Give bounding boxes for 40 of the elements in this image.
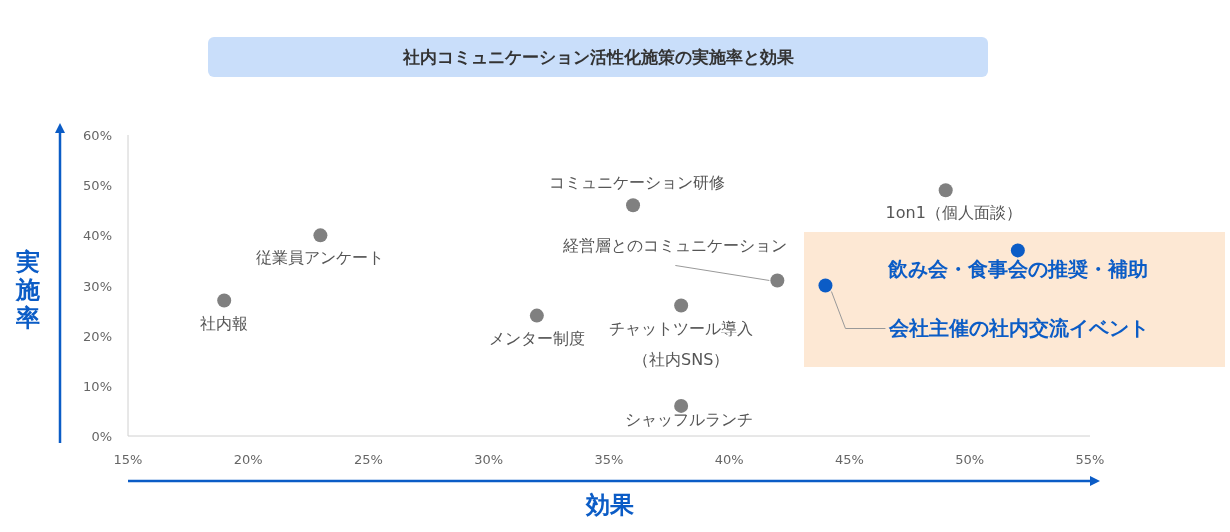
x-tick-label: 50% (955, 452, 985, 467)
annotation: コミュニケーション研修 (549, 173, 726, 193)
point (1010, 243, 1025, 258)
annotation: 経営層とのコミュニケーション (562, 236, 788, 256)
x-tick-label: 55% (1075, 452, 1105, 467)
chart-title: 社内コミュニケーション活性化施策の実施率と効果 (401, 47, 795, 67)
point (818, 278, 833, 293)
annotation: メンター制度 (488, 328, 585, 348)
y-axis-title: 実施率 (15, 248, 40, 332)
point (938, 183, 953, 198)
point (626, 198, 641, 213)
x-tick-label: 35% (594, 452, 624, 467)
x-tick-label: 30% (474, 452, 504, 467)
y-tick-label: 20% (83, 328, 112, 344)
point (313, 228, 328, 243)
annotation: 1on1（個人面談） (885, 203, 1022, 223)
x-tick-label: 25% (354, 452, 383, 467)
point (674, 298, 689, 313)
annotation: （社内SNS） (633, 349, 730, 369)
point (529, 308, 544, 323)
annotation: 社内報 (200, 313, 249, 333)
y-tick-label: 30% (83, 278, 112, 294)
y-tick-label: 10% (83, 378, 112, 394)
y-tick-label: 0% (91, 429, 112, 444)
annotation: チャットツール導入 (609, 318, 754, 338)
point (770, 273, 785, 288)
y-tick-label: 40% (83, 228, 112, 244)
x-tick-label: 45% (835, 452, 864, 467)
annotation: 従業員アンケート (256, 248, 385, 268)
annotation: 飲み会・食事会の推奨・補助 (886, 257, 1148, 282)
y-tick-label: 50% (83, 178, 112, 194)
annotation: シャッフルランチ (625, 409, 754, 429)
x-tick-label: 20% (233, 452, 263, 467)
y-tick-label: 60% (83, 128, 112, 143)
annotation: 会社主催の社内交流イベント (888, 315, 1150, 340)
point (217, 293, 232, 308)
point (674, 398, 689, 413)
x-axis-title: 効果 (585, 491, 634, 519)
x-tick-label: 15% (113, 452, 143, 467)
x-tick-label: 40% (714, 452, 744, 467)
